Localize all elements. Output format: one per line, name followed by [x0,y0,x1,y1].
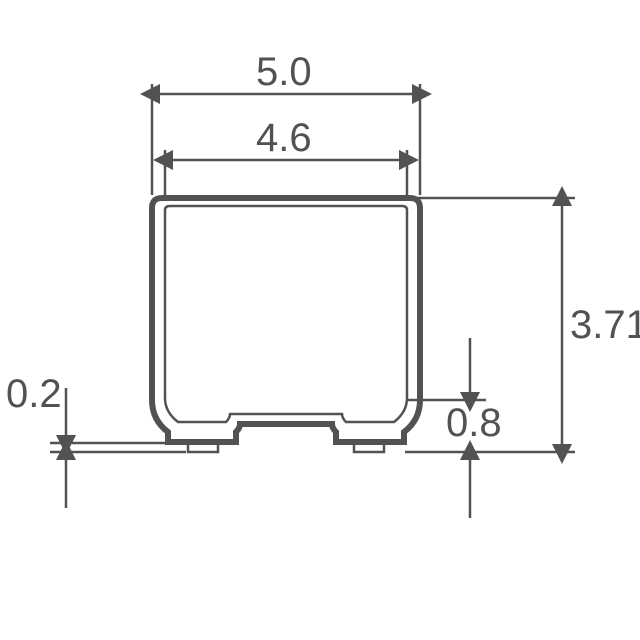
dim-inner-width-label: 4.6 [256,116,312,160]
component-inner-shell [165,206,407,422]
dimension-diagram: 5.0 4.6 3.71 0.8 0.2 [0,0,640,640]
dim-pad-thickness-label: 0.2 [6,372,62,416]
dim-total-height-label: 3.71 [570,303,640,347]
dim-outer-width-label: 5.0 [256,50,312,94]
dim-foot-height-label: 0.8 [446,401,502,445]
dimension-total-height: 3.71 [405,198,640,452]
component-outer-shell [152,198,420,442]
dimension-pad-thickness: 0.2 [6,372,186,508]
dimension-inner-width: 4.6 [165,116,407,200]
